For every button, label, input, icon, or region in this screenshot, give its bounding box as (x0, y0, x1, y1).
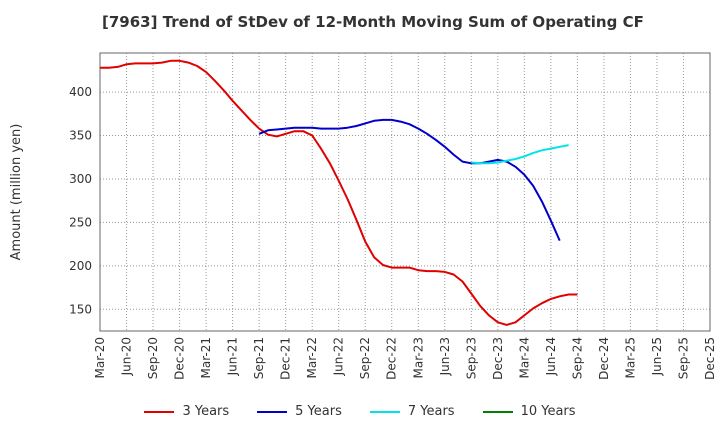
x-tick-label: Dec-21 (279, 337, 293, 380)
x-tick-label: Jun-25 (650, 337, 664, 376)
x-tick-label: Sep-24 (570, 337, 584, 379)
x-tick-label: Mar-23 (411, 337, 425, 378)
y-axis-label: Amount (million yen) (9, 124, 24, 261)
series-line-5-years (258, 118, 561, 242)
plot-frame (99, 52, 711, 332)
legend-swatch (369, 410, 400, 413)
x-tick-label: Jun-23 (438, 337, 452, 376)
x-tick-label: Dec-22 (385, 337, 399, 380)
x-tick-label: Jun-24 (544, 337, 558, 376)
x-tick-label: Mar-24 (517, 337, 531, 378)
legend-item: 7 Years (369, 404, 455, 419)
legend-swatch (257, 410, 288, 413)
x-tick-label: Sep-23 (464, 337, 478, 379)
legend-label: 10 Years (520, 404, 576, 419)
x-tick-label: Jun-20 (120, 337, 134, 376)
y-tick-label: 200 (69, 259, 92, 273)
legend-item: 10 Years (482, 404, 576, 419)
y-tick-label: 300 (69, 172, 92, 186)
x-tick-label: Dec-24 (597, 337, 611, 380)
y-tick-label: 350 (69, 129, 92, 143)
x-tick-label: Sep-22 (358, 337, 372, 379)
x-tick-label: Dec-23 (491, 337, 505, 380)
chart-svg: 150 200 250 300 350 400 Mar-20 Jun-20 Sep-20 Dec-… (9, 52, 717, 380)
chart-legend: 3 Years 5 Years 7 Years 10 Years (0, 404, 720, 419)
legend-item: 5 Years (257, 404, 342, 419)
x-tick-label: Dec-25 (703, 337, 717, 380)
x-tick-label: Jun-22 (332, 337, 346, 376)
series-line-7-years (471, 144, 569, 165)
legend-label: 5 Years (295, 404, 342, 419)
x-tick-label: Mar-20 (93, 337, 107, 378)
legend-swatch (144, 410, 175, 413)
y-tick-label: 150 (69, 302, 92, 316)
legend-item: 3 Years (144, 404, 229, 419)
legend-label: 3 Years (182, 404, 230, 419)
x-tick-label: Sep-20 (146, 337, 160, 379)
x-tick-label: Mar-21 (199, 337, 213, 378)
chart-title: [7963] Trend of StDev of 12-Month Moving… (102, 13, 644, 31)
x-tick-label: Mar-25 (623, 337, 637, 378)
legend-label: 7 Years (407, 404, 455, 419)
y-tick-label: 400 (69, 85, 92, 99)
y-tick-label: 250 (69, 215, 92, 229)
x-tick-label: Sep-25 (676, 337, 690, 379)
x-tick-label: Mar-22 (305, 337, 319, 378)
x-tick-label: Dec-20 (173, 337, 187, 380)
series-line-3-years (100, 59, 578, 326)
x-tick-label: Jun-21 (226, 337, 240, 376)
legend-swatch (482, 410, 513, 413)
x-tick-label: Sep-21 (252, 337, 266, 379)
